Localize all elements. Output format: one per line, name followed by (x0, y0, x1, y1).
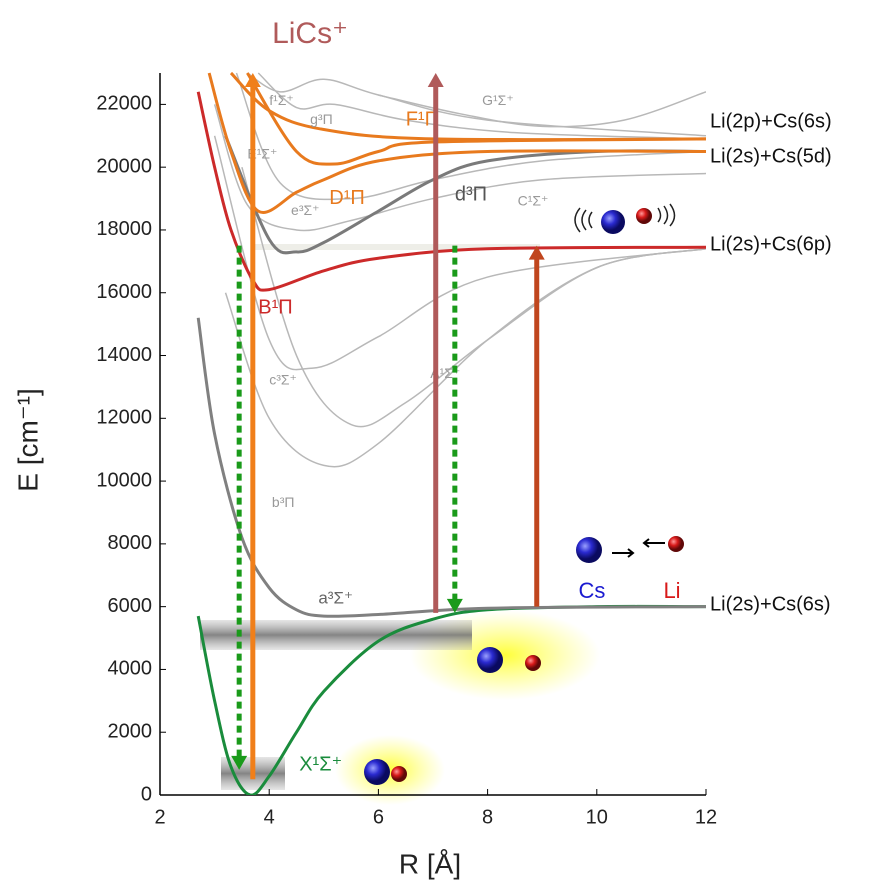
molecules (364, 203, 684, 785)
y-tick-label: 22000 (96, 93, 152, 115)
y-tick-label: 0 (141, 783, 152, 805)
x-tick-label: 10 (586, 806, 608, 828)
y-tick-label: 2000 (108, 720, 153, 742)
arrow-head (528, 245, 545, 260)
curve-label: C¹Σ⁺ (518, 192, 549, 208)
y-tick-label: 12000 (96, 407, 152, 429)
y-tick-label: 10000 (96, 469, 152, 491)
shade-band (255, 244, 540, 250)
curve (196, 91, 706, 292)
curve (246, 72, 706, 166)
li-atom (391, 766, 407, 782)
y-tick-label: 6000 (108, 595, 153, 617)
arrow-head (446, 598, 463, 613)
curve (257, 72, 706, 140)
asymptote-label: Li(2s)+Cs(6p) (710, 233, 832, 255)
cs-atom (477, 647, 503, 673)
x-tick-label: 12 (695, 806, 717, 828)
y-tick-label: 8000 (108, 532, 153, 554)
x-tick-label: 4 (264, 806, 275, 828)
cs-atom (601, 210, 625, 234)
curve (235, 72, 706, 201)
y-tick-label: 20000 (96, 155, 152, 177)
atom-label: Li (663, 578, 680, 603)
curve (378, 91, 706, 128)
cs-atom (364, 759, 390, 785)
x-axis-label: R [Å] (399, 848, 461, 879)
curve-label: D¹Π (329, 187, 365, 209)
glow (335, 735, 445, 805)
curve (246, 72, 706, 137)
arrow-head (244, 73, 261, 87)
curves (196, 71, 706, 795)
y-axis-label: E [cm⁻¹] (12, 388, 43, 491)
x-tick-label: 6 (373, 806, 384, 828)
vibration-marks (574, 203, 676, 233)
curve-label: f¹Σ⁺ (269, 92, 294, 108)
curve (229, 71, 706, 142)
arrow-head (427, 73, 444, 87)
curve-label: e³Σ⁺ (291, 202, 320, 218)
chart-title: LiCs⁺ (272, 17, 348, 50)
li-atom (668, 536, 684, 552)
shade-band (200, 620, 472, 650)
curve (207, 72, 706, 214)
curve (241, 166, 706, 428)
li-atom (636, 208, 652, 224)
y-tick-label: 4000 (108, 658, 153, 680)
y-tick-label: 18000 (96, 218, 152, 240)
decoration (200, 244, 600, 805)
atom-label: Cs (579, 578, 606, 603)
curve-label: F¹Π (406, 108, 439, 130)
curve (196, 317, 706, 618)
curve-label: b³Π (272, 494, 295, 510)
asymptote-label: Li(2s)+Cs(6s) (710, 593, 831, 615)
x-tick-label: 8 (482, 806, 493, 828)
y-tick-label: 14000 (96, 344, 152, 366)
curve-label: c³Σ⁺ (269, 371, 297, 387)
curve-label: X¹Σ⁺ (299, 753, 342, 775)
curve-label: G¹Σ⁺ (482, 92, 514, 108)
curve-label: g³Π (310, 111, 333, 127)
motion-arrows (612, 538, 665, 558)
asymptote-label: Li(2p)+Cs(6s) (710, 110, 832, 132)
curve-label: a³Σ⁺ (318, 588, 353, 607)
y-tick-label: 16000 (96, 281, 152, 303)
plot-area: 0 2000 4000 6000 8000 10000 12000 14000 16000 180… (96, 71, 717, 828)
arrow-head (231, 755, 248, 770)
asymptote-label: Li(2s)+Cs(5d) (710, 145, 832, 167)
cs-atom (576, 537, 602, 563)
curve-label: B¹Π (258, 297, 292, 319)
curve-label: d³Π (455, 184, 487, 206)
li-atom (525, 655, 541, 671)
x-tick-label: 2 (154, 806, 165, 828)
